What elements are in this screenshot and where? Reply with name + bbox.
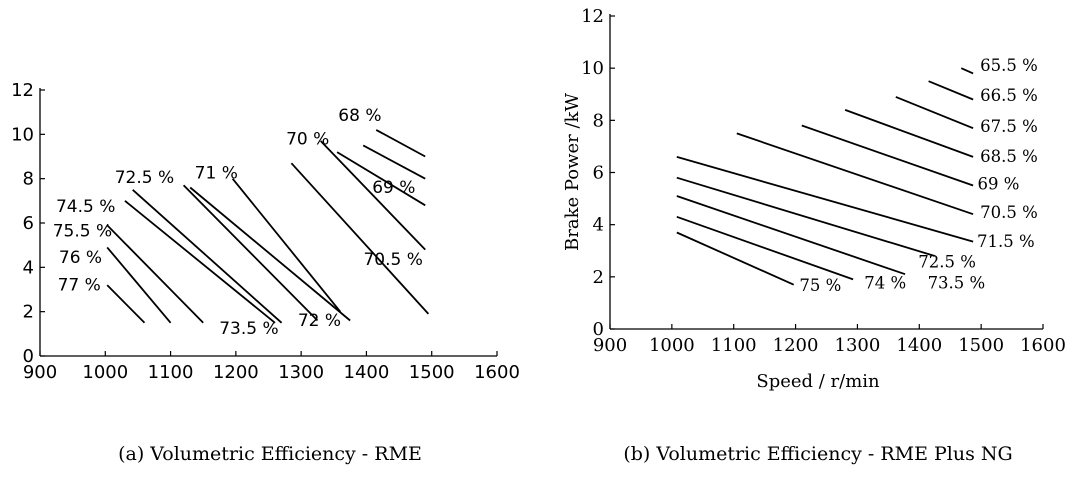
a-iso-line	[362, 144, 426, 180]
a-line-label: 73.5 %	[219, 319, 278, 339]
a-caption: (a) Volumetric Efficiency - RME	[118, 443, 422, 465]
a-line-label: 71 %	[195, 164, 238, 184]
b-iso-line	[844, 109, 974, 158]
a-y-tick-label: 12	[11, 80, 34, 101]
b-line-label: 67.5 %	[980, 117, 1038, 136]
b-line-label: 75 %	[799, 276, 841, 295]
a-y-tick-label: 6	[23, 213, 34, 234]
b-line-label: 74 %	[864, 274, 906, 293]
b-x-axis-title: Speed / r/min	[756, 371, 880, 392]
a-line-label: 68 %	[338, 106, 381, 126]
a-x-tick-label: 1300	[278, 362, 324, 383]
b-line-label: 65.5 %	[980, 56, 1038, 75]
a-iso-line	[106, 284, 146, 324]
b-iso-line	[676, 195, 906, 276]
chart-a: 900 1000 1100 1200 1300 1400 1500 1600 0 2 4 6 8 10 12…	[11, 80, 520, 465]
b-x-tick-label: 1500	[958, 335, 1004, 356]
a-iso-line	[336, 151, 426, 207]
b-iso-line	[676, 231, 795, 286]
a-iso-line	[375, 129, 426, 158]
b-x-tick-label: 900	[593, 335, 627, 356]
a-line-label: 72.5 %	[115, 168, 174, 188]
a-iso-line	[189, 186, 351, 322]
b-iso-line	[895, 96, 974, 130]
a-y-tick-label: 0	[23, 346, 34, 367]
a-iso-line	[290, 162, 430, 315]
a-iso-line	[320, 140, 426, 251]
b-iso-line	[676, 176, 936, 257]
a-y-tick-label: 10	[11, 124, 34, 145]
a-y-tick-label: 4	[23, 257, 34, 278]
b-iso-line	[960, 67, 974, 75]
b-x-tick-label: 1300	[835, 335, 881, 356]
a-line-label: 75.5 %	[53, 221, 112, 241]
b-iso-line	[928, 80, 974, 101]
a-x-tick-label: 1100	[148, 362, 194, 383]
b-x-tick-label: 1200	[773, 335, 819, 356]
b-line-label: 68.5 %	[980, 147, 1038, 166]
b-y-tick-label: 8	[593, 110, 604, 131]
a-iso-line	[132, 189, 283, 324]
b-line-label: 72.5 %	[918, 253, 976, 272]
b-line-label: 71.5 %	[977, 232, 1035, 251]
b-line-label: 66.5 %	[980, 86, 1038, 105]
a-line-label: 70.5 %	[363, 250, 422, 270]
b-iso-line	[676, 156, 974, 243]
a-y-tick-label: 2	[23, 302, 34, 323]
a-y-tick-label: 8	[23, 169, 34, 190]
a-line-label: 74.5 %	[56, 197, 115, 217]
a-x-tick-label: 1200	[213, 362, 259, 383]
a-iso-line	[124, 200, 276, 324]
a-x-tick-label: 900	[23, 362, 57, 383]
b-y-tick-label: 2	[593, 267, 604, 288]
a-line-label: 77 %	[58, 276, 101, 296]
b-iso-line	[736, 132, 974, 216]
b-line-label: 70.5 %	[980, 203, 1038, 222]
a-x-tick-label: 1500	[409, 362, 455, 383]
a-x-tick-label: 1400	[344, 362, 390, 383]
b-y-tick-label: 10	[581, 58, 604, 79]
a-iso-line	[231, 178, 341, 313]
a-iso-line	[106, 224, 204, 324]
a-line-label: 69 %	[372, 178, 415, 198]
b-caption: (b) Volumetric Efficiency - RME Plus NG	[623, 443, 1012, 465]
b-y-tick-label: 4	[593, 215, 604, 236]
a-line-label: 70 %	[286, 129, 329, 149]
b-line-label: 69 %	[978, 174, 1020, 193]
a-iso-line	[106, 246, 172, 324]
a-line-label: 76 %	[59, 248, 102, 268]
a-x-tick-label: 1600	[474, 362, 520, 383]
chart-b: 900 1000 1100 1200 1300 1400 1500 1600 0 2 4 6 8 10 12…	[562, 6, 1066, 465]
b-x-tick-label: 1000	[649, 335, 695, 356]
a-x-tick-label: 1000	[82, 362, 128, 383]
b-x-tick-label: 1100	[711, 335, 757, 356]
b-iso-line	[676, 215, 854, 281]
b-iso-line	[801, 124, 974, 187]
b-y-tick-label: 6	[593, 163, 604, 184]
b-y-tick-label: 12	[581, 6, 604, 27]
a-iso-line	[182, 184, 319, 322]
b-line-label: 73.5 %	[928, 274, 986, 293]
b-y-axis-title: Brake Power /kW	[562, 93, 583, 251]
a-line-label: 72 %	[298, 311, 341, 331]
b-x-tick-label: 1400	[896, 335, 942, 356]
b-x-tick-label: 1600	[1020, 335, 1066, 356]
b-y-tick-label: 0	[593, 319, 604, 340]
